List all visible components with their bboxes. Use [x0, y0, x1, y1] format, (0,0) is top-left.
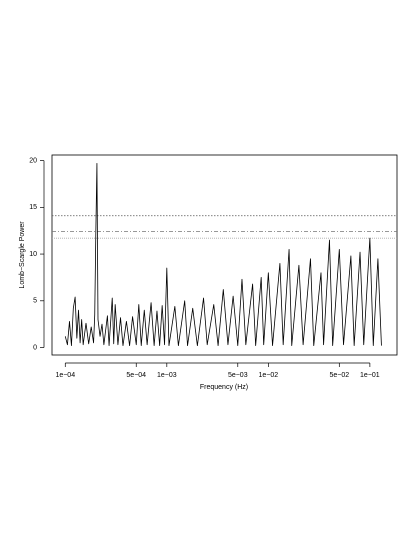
y-tick-label: 5 [33, 298, 37, 305]
series-line [64, 163, 382, 347]
x-tick-label: 1e−03 [157, 372, 177, 379]
y-axis-label: Lomb−Scargle Power [19, 221, 26, 289]
y-tick-label: 10 [29, 251, 37, 258]
x-tick-label: 1e−04 [55, 372, 75, 379]
x-tick-label: 5e−04 [126, 372, 146, 379]
x-tick-label: 1e−02 [259, 372, 279, 379]
y-tick-label: 15 [29, 204, 37, 211]
x-tick-label: 5e−03 [228, 372, 248, 379]
x-axis-label: Frequency (Hz) [200, 384, 248, 391]
y-tick-label: 20 [29, 157, 37, 164]
y-tick-label: 0 [33, 344, 37, 351]
x-tick-label: 5e−02 [329, 372, 349, 379]
plot-box [51, 154, 398, 356]
x-tick-label: 1e−01 [360, 372, 380, 379]
